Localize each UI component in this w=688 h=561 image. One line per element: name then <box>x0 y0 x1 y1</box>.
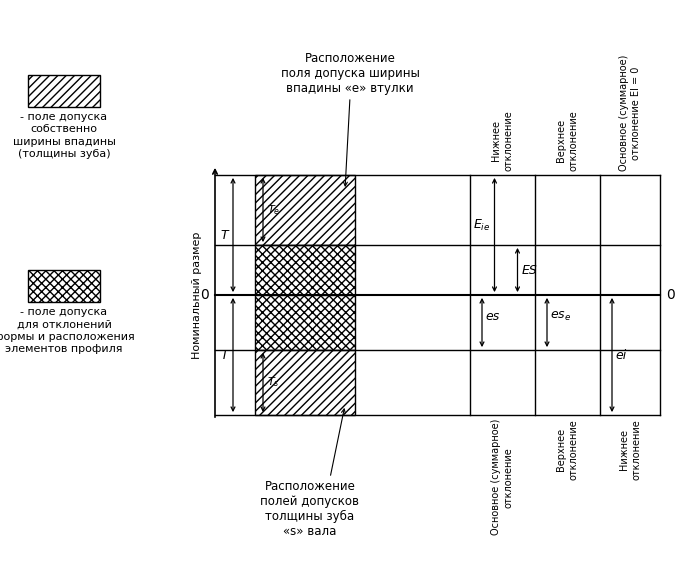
Text: Расположение
полей допусков
толщины зуба
«s» вала: Расположение полей допусков толщины зуба… <box>261 480 360 538</box>
Bar <box>255 245 355 295</box>
Text: $es_e$: $es_e$ <box>550 310 571 323</box>
Text: 0: 0 <box>666 288 675 302</box>
Text: T: T <box>220 348 228 361</box>
Text: Нижнее
отклонение: Нижнее отклонение <box>619 419 641 480</box>
Bar <box>28 270 100 302</box>
Bar <box>255 175 355 245</box>
Text: Верхнее
отклонение: Верхнее отклонение <box>557 111 579 171</box>
Text: Основное (суммарное)
отклонение EI = 0: Основное (суммарное) отклонение EI = 0 <box>619 54 641 171</box>
Text: Нижнее
отклонение: Нижнее отклонение <box>491 111 514 171</box>
Text: $T_s$: $T_s$ <box>267 376 279 389</box>
Text: es: es <box>485 310 499 323</box>
Text: ei: ei <box>615 348 626 361</box>
Bar <box>255 350 355 415</box>
Text: Основное (суммарное)
отклонение: Основное (суммарное) отклонение <box>491 419 514 535</box>
Bar <box>28 75 100 107</box>
Text: - поле допуска
для отклонений
формы и расположения
элементов профиля: - поле допуска для отклонений формы и ра… <box>0 307 134 354</box>
Text: Номинальный размер: Номинальный размер <box>192 231 202 358</box>
Bar <box>255 295 355 350</box>
Text: - поле допуска
собственно
ширины впадины
(толщины зуба): - поле допуска собственно ширины впадины… <box>12 112 116 159</box>
Text: T: T <box>220 228 228 241</box>
Text: $T_e$: $T_e$ <box>267 203 280 217</box>
Text: Расположение
поля допуска ширины
впадины «е» втулки: Расположение поля допуска ширины впадины… <box>281 52 420 95</box>
Text: ES: ES <box>522 264 537 277</box>
Text: 0: 0 <box>200 288 209 302</box>
Text: $E_{ie}$: $E_{ie}$ <box>473 218 491 233</box>
Text: Верхнее
отклонение: Верхнее отклонение <box>557 419 579 480</box>
